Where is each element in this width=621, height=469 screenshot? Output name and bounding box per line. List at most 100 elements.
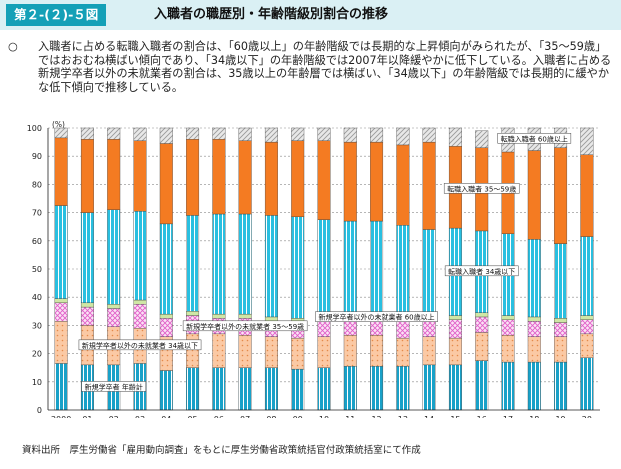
series-label-text: 転職入職者 35～59歳 — [447, 184, 516, 193]
y-unit-label: (%) — [52, 120, 65, 129]
bar-segment-new60 — [159, 313, 173, 319]
series-label-text: 新規学卒者以外の未就業者 34歳以下 — [82, 341, 198, 350]
bar-segment-grad — [580, 357, 594, 411]
bar-segment-job34 — [186, 215, 200, 312]
x-tick-label: 14 — [424, 415, 434, 418]
y-tick-label: 80 — [32, 180, 42, 189]
y-tick-label: 30 — [32, 321, 42, 330]
bar-segment-new3559 — [527, 320, 541, 337]
bar-segment-new3559 — [580, 319, 594, 335]
bar-segment-grad — [370, 366, 384, 411]
bar-segment-new60 — [475, 312, 489, 318]
figure-title: 入職者の職歴別・年齢階級別割合の推移 — [154, 7, 389, 22]
bar-segment-new34 — [475, 332, 489, 361]
bar-segment-job3559 — [554, 147, 568, 244]
bar-segment-job34 — [580, 236, 594, 316]
source-note: 資料出所 厚生労働省「雇用動向調査」をもとに厚生労働省政策統括官付政策統括室にて… — [22, 445, 421, 456]
bar-segment-grad — [448, 364, 462, 411]
bar-segment-grad — [238, 367, 252, 411]
x-tick-label: 19 — [555, 415, 565, 418]
bar-segment-job34 — [80, 212, 94, 304]
bar-segment-new60 — [212, 313, 226, 319]
figure-header: 第２-(２)-５図 入職者の職歴別・年齢階級別割合の推移 — [0, 0, 621, 30]
bar-segment-job3559 — [370, 141, 384, 222]
bar-segment-new3559 — [107, 308, 121, 327]
y-tick-label: 10 — [32, 378, 42, 387]
bar-segment-job34 — [107, 209, 121, 305]
bar-segment-grad — [54, 363, 68, 411]
bar-segment-job60 — [317, 127, 331, 141]
bar-segment-new3559 — [343, 319, 357, 336]
bar-segment-job3559 — [107, 139, 121, 210]
bar-segment-grad — [554, 361, 568, 411]
series-label-box — [443, 183, 520, 194]
bar-segment-grad — [212, 367, 226, 411]
bar-segment-job3559 — [422, 141, 436, 230]
bar-segment-job60 — [186, 127, 200, 140]
bar-segment-job34 — [422, 229, 436, 315]
figure-number: 第２-(２)-５図 — [6, 4, 107, 26]
x-tick-label: 20 — [582, 415, 592, 418]
bar-segment-job60 — [54, 127, 68, 139]
bar-segment-job60 — [291, 127, 305, 141]
bar-segment-new34 — [527, 336, 541, 363]
bar-segment-job3559 — [54, 137, 68, 206]
x-tick-label: 03 — [135, 415, 145, 418]
x-tick-label: 10 — [319, 415, 329, 418]
bar-segment-new34 — [501, 335, 515, 363]
bar-segment-new3559 — [501, 319, 515, 336]
bar-segment-new34 — [186, 333, 200, 368]
series-label-job3559: 転職入職者 35～59歳 — [443, 183, 520, 194]
bar-segment-job60 — [396, 127, 410, 146]
x-tick-label: 12 — [371, 415, 381, 418]
bar-segment-new34 — [396, 337, 410, 367]
bar-segment-job34 — [291, 216, 305, 319]
bar-segment-new60 — [264, 316, 278, 322]
series-label-text: 転職入職者 60歳以上 — [501, 134, 568, 143]
bar-segment-job3559 — [133, 140, 147, 212]
bar-segment-new34 — [291, 337, 305, 370]
series-label-new60: 新規学卒者以外の未就業者 60歳以上 — [315, 311, 438, 322]
series-label-new3559: 新規学卒者以外の未就業者 35～59歳 — [182, 320, 308, 332]
bar-segment-job3559 — [159, 143, 173, 225]
x-tick-label: 18 — [529, 415, 539, 418]
bar-segment-new34 — [264, 336, 278, 368]
y-tick-label: 60 — [32, 237, 42, 246]
x-tick-label: 09 — [293, 415, 303, 418]
bar-segment-job60 — [475, 130, 489, 148]
bar-segment-new60 — [554, 318, 568, 323]
bar-segment-job3559 — [80, 139, 94, 213]
bar-segment-job60 — [370, 127, 384, 143]
bar-segment-grad — [317, 367, 331, 411]
bar-segment-job34 — [54, 205, 68, 299]
bar-segment-job3559 — [527, 150, 541, 240]
bar-segment-job3559 — [186, 139, 200, 216]
stacked-bar-chart: 0 10 20 30 40 50 60 70 80 90 100 (%) 2000 01 02 03 04 05 0… — [27, 120, 600, 418]
bar-segment-new60 — [186, 311, 200, 316]
x-tick-label: 16 — [477, 415, 487, 418]
bar-segment-new3559 — [80, 306, 94, 326]
y-tick-label: 100 — [27, 124, 42, 133]
bar-segment-new34 — [580, 333, 594, 359]
bar-segment-new3559 — [554, 322, 568, 337]
bar-segment-new3559 — [133, 304, 147, 329]
x-tick-label: 07 — [240, 415, 250, 418]
x-tick-label: 13 — [398, 415, 408, 418]
x-tick-label: 06 — [214, 415, 224, 418]
series-label-box — [444, 265, 519, 277]
y-tick-label: 20 — [32, 350, 42, 359]
x-tick-label: 04 — [161, 415, 171, 418]
bar-segment-job34 — [527, 239, 541, 318]
bar-segment-job3559 — [212, 139, 226, 215]
series-label-box — [497, 133, 572, 144]
bar-segment-new34 — [448, 337, 462, 366]
series-label-job60: 転職入職者 60歳以上 — [497, 133, 572, 144]
bar-segment-grad — [159, 370, 173, 411]
bar-segment-grad — [396, 366, 410, 411]
bar-segment-job60 — [343, 127, 357, 143]
x-tick-label: 01 — [82, 415, 92, 418]
bar-segment-new34 — [343, 335, 357, 367]
bar-segment-grad — [475, 360, 489, 411]
bar-segment-new34 — [54, 320, 68, 364]
bar-segment-new60 — [133, 299, 147, 305]
